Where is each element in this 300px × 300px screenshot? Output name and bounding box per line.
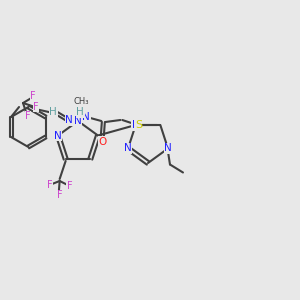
Text: H: H <box>50 107 57 117</box>
Text: N: N <box>82 112 90 122</box>
Text: F: F <box>67 181 73 191</box>
Text: N: N <box>65 115 73 125</box>
Text: N: N <box>124 143 132 154</box>
Text: N: N <box>164 143 172 154</box>
Text: N: N <box>74 116 82 126</box>
Text: F: F <box>30 91 36 101</box>
Text: F: F <box>33 102 39 112</box>
Text: N: N <box>54 130 62 140</box>
Text: S: S <box>135 120 142 130</box>
Text: F: F <box>25 111 31 121</box>
Text: H: H <box>76 107 84 117</box>
Text: F: F <box>47 180 52 190</box>
Text: CH₃: CH₃ <box>73 97 89 106</box>
Text: N: N <box>132 120 140 130</box>
Text: F: F <box>57 190 62 200</box>
Text: O: O <box>98 137 106 147</box>
